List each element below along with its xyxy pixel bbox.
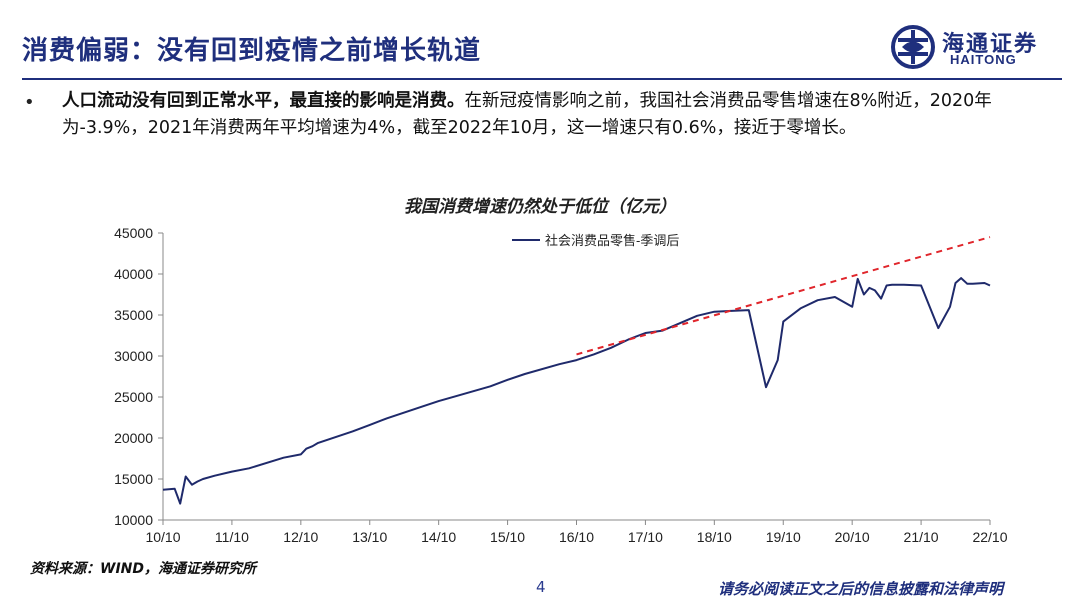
x-tick-label: 18/10 [697, 529, 732, 545]
logo-text-cn: 海通证券 [942, 31, 1039, 57]
x-tick-label: 12/10 [283, 529, 318, 545]
chart-axes [162, 233, 990, 521]
trend-line [576, 236, 991, 356]
x-tick-label: 22/10 [972, 529, 1007, 545]
y-tick-label: 40000 [114, 266, 153, 282]
x-tick-label: 16/10 [559, 529, 594, 545]
y-axis-ticks: 10000 15000 20000 25000 30000 35000 40000 45000 [114, 225, 163, 528]
x-axis-ticks: 10/10 11/10 12/10 13/10 14/10 15/10 16/10 17/10… [145, 520, 1008, 545]
bullet-paragraph: 人口流动没有回到正常水平，最直接的影响是消费。在新冠疫情影响之前，我国社会消费品… [62, 88, 1052, 142]
disclaimer-link[interactable]: 请务必阅读正文之后的信息披露和法律声明 [718, 580, 1004, 598]
bullet-lead: 人口流动没有回到正常水平，最直接的影响是消费。 [62, 91, 465, 111]
bullet-body: 在新冠疫情影响之前，我国社会消费品零售增速在8%附近，2020年为-3.9%，2… [62, 91, 992, 138]
x-tick-label: 11/10 [215, 529, 249, 545]
y-tick-label: 25000 [114, 389, 153, 405]
chart-series [162, 236, 991, 505]
x-tick-label: 19/10 [766, 529, 801, 545]
x-tick-label: 10/10 [145, 529, 180, 545]
page-number: 4 [536, 578, 546, 596]
x-tick-label: 13/10 [352, 529, 387, 545]
y-tick-label: 35000 [114, 307, 153, 323]
legend-label: 社会消费品零售-季调后 [545, 233, 679, 248]
logo-text-en: HAITONG [950, 52, 1017, 67]
series-line-retail-sales [162, 277, 991, 505]
x-tick-label: 14/10 [421, 529, 456, 545]
y-tick-label: 30000 [114, 348, 153, 364]
bullet-marker: • [24, 92, 35, 113]
x-tick-label: 20/10 [835, 529, 870, 545]
header-divider [22, 78, 1062, 80]
y-tick-label: 10000 [114, 512, 153, 528]
x-tick-label: 15/10 [490, 529, 525, 545]
y-tick-label: 15000 [114, 471, 153, 487]
page-title: 消费偏弱：没有回到疫情之前增长轨道 [22, 36, 482, 66]
y-tick-label: 20000 [114, 430, 153, 446]
logo-emblem-icon [891, 25, 935, 69]
source-note: 资料来源：WIND，海通证券研究所 [30, 561, 256, 577]
x-tick-label: 21/10 [904, 529, 939, 545]
company-logo: 海通证券 HAITONG [890, 24, 1060, 74]
x-tick-label: 17/10 [628, 529, 663, 545]
chart-legend: 社会消费品零售-季调后 [512, 233, 679, 248]
chart-title: 我国消费增速仍然处于低位（亿元） [404, 197, 676, 217]
y-tick-label: 45000 [114, 225, 153, 241]
